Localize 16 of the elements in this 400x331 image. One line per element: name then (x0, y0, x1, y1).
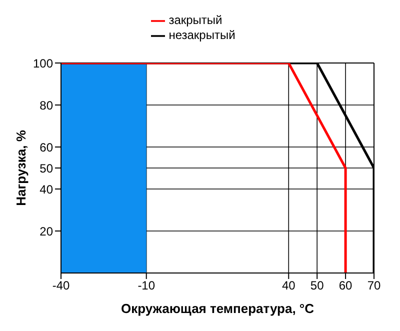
y-tick-label: 50 (40, 161, 54, 176)
x-tick-label: 60 (338, 278, 353, 293)
x-axis-title: Окружающая температура, °C (120, 301, 315, 316)
y-tick-label: 60 (40, 140, 54, 154)
y-tick-label: 80 (40, 98, 54, 112)
y-tick-label: 100 (32, 56, 54, 70)
legend-label: закрытый (168, 13, 222, 27)
x-tick-label: -40 (52, 278, 70, 293)
x-tick-label: 50 (310, 278, 324, 293)
x-tick-label: -10 (138, 278, 156, 293)
y-tick-label: 40 (40, 182, 54, 196)
x-tick-label: 70 (367, 278, 381, 293)
legend-label: незакрытый (168, 28, 236, 42)
y-tick-label: 20 (40, 224, 54, 238)
x-tick-label: 40 (282, 278, 296, 293)
y-axis-title: Нагрузка, % (14, 130, 29, 206)
